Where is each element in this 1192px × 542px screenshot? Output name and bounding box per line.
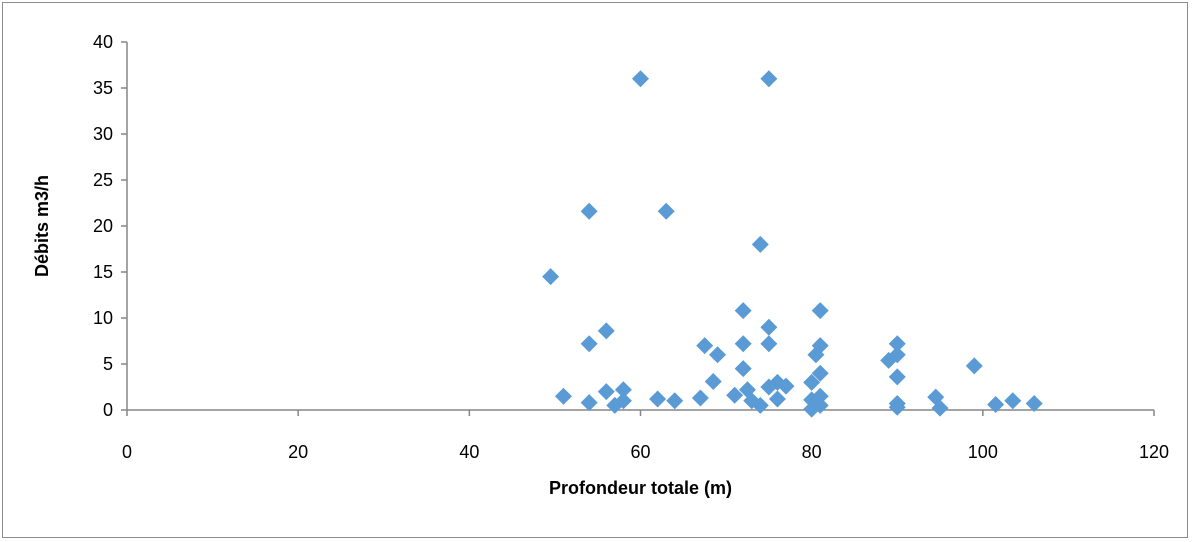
y-tick-label: 5 [103,354,113,374]
y-tick-label: 25 [93,170,113,190]
data-point [811,302,829,320]
data-point [888,346,906,364]
data-point [597,383,615,401]
x-axis-title: Profondeur totale (m) [549,478,732,498]
data-point [704,372,722,390]
data-point [777,377,795,395]
y-tick-label: 0 [103,400,113,420]
data-point [811,337,829,355]
x-tick-label: 80 [802,442,822,462]
y-tick-label: 15 [93,262,113,282]
x-axis-ticks: 0 20 40 60 80 100 120 [122,410,1169,462]
y-tick-label: 40 [93,32,113,52]
data-point [734,360,752,378]
data-point [888,398,906,416]
data-point [811,364,829,382]
data-point [768,390,786,408]
data-point [1025,395,1043,413]
y-tick-label: 30 [93,124,113,144]
data-point [1004,392,1022,410]
data-point [751,235,769,253]
y-axis-title: Débits m3/h [32,175,52,277]
data-point [666,392,684,410]
data-point [657,202,675,220]
y-tick-label: 10 [93,308,113,328]
data-point [691,389,709,407]
x-tick-label: 100 [968,442,998,462]
data-point [803,373,821,391]
x-tick-label: 120 [1139,442,1169,462]
data-point [580,202,598,220]
y-tick-label: 20 [93,216,113,236]
x-tick-label: 60 [630,442,650,462]
data-point [614,392,632,410]
data-point [811,396,829,414]
data-point [760,70,778,88]
data-point [760,335,778,353]
data-point [726,386,744,404]
y-tick-label: 35 [93,78,113,98]
data-point [542,268,560,286]
data-point [632,70,649,88]
data-point [554,387,572,405]
x-tick-label: 0 [122,442,132,462]
data-point [649,390,667,408]
data-point [760,318,778,336]
x-tick-label: 40 [459,442,479,462]
data-point [580,335,598,353]
data-point [987,395,1005,413]
data-point [709,346,727,364]
x-tick-label: 20 [288,442,308,462]
data-point [811,387,829,405]
data-point [696,337,714,355]
data-point [965,357,983,375]
data-point [734,335,752,353]
data-point [734,302,752,320]
data-point [580,394,598,412]
data-points [542,70,1043,418]
data-point [888,368,906,386]
data-point [614,381,632,399]
data-point [931,399,949,417]
y-axis-ticks: 0 5 10 15 20 25 30 35 40 [93,32,127,420]
data-point [597,322,615,340]
data-point [888,335,906,353]
data-point [751,396,769,414]
